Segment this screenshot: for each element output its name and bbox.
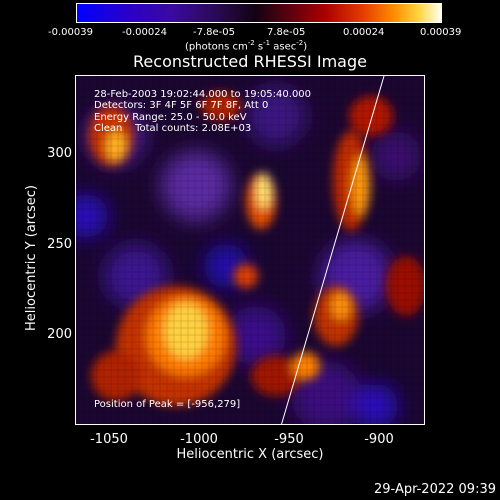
plot-title: Reconstructed RHESSI Image [133, 52, 367, 71]
footer-date: 29-Apr-2022 09:39 [374, 482, 496, 497]
x-tick-label: -1050 [90, 432, 128, 447]
x-tick-label: -950 [274, 432, 304, 447]
colorbar-tick-label: -0.00024 [122, 27, 167, 38]
colorbar [76, 3, 442, 23]
y-tick-label: 250 [47, 237, 72, 252]
annotation-peak-position: Position of Peak = [-956,279] [94, 399, 241, 410]
x-axis-label: Heliocentric X (arcsec) [176, 447, 324, 462]
solar-limb-line [281, 76, 385, 424]
rhessi-image-plot: 28-Feb-2003 19:02:44.000 to 19:05:40.000… [75, 75, 425, 425]
colorbar-units: (photons cm-2 s-1 asec-2) [185, 39, 308, 53]
y-axis-label: Heliocentric Y (arcsec) [24, 185, 39, 331]
colorbar-tick-label: -0.00039 [48, 27, 93, 38]
colorbar-tick-label: 7.8e-05 [267, 27, 306, 38]
annotation-energy-range: Energy Range: 25.0 - 50.0 keV [94, 112, 247, 123]
colorbar-tick-label: -7.8e-05 [193, 27, 235, 38]
colorbar-tick-label: 0.00024 [343, 27, 385, 38]
y-tick-label: 300 [47, 146, 72, 161]
y-tick-label: 200 [47, 327, 72, 342]
x-tick-label: -900 [364, 432, 394, 447]
annotation-method-counts: Clean Total counts: 2.08E+03 [94, 123, 252, 134]
colorbar-tick-label: 0.00039 [420, 27, 462, 38]
annotation-detectors: Detectors: 3F 4F 5F 6F 7F 8F, Att 0 [94, 100, 269, 111]
annotation-time-range: 28-Feb-2003 19:02:44.000 to 19:05:40.000 [94, 89, 312, 100]
rhessi-image [76, 76, 424, 424]
x-tick-label: -1000 [180, 432, 218, 447]
